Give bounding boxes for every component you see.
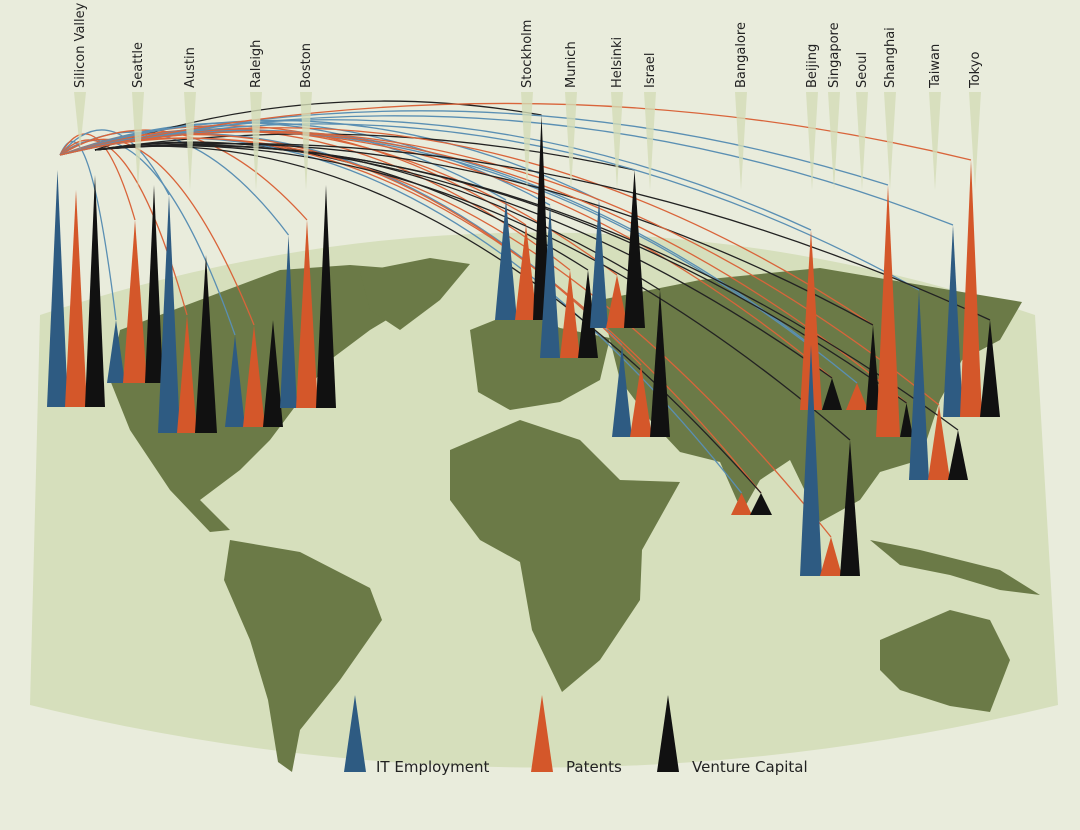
triangle bbox=[650, 290, 670, 437]
city-label: Helsinki bbox=[610, 37, 625, 88]
legend-label: Patents bbox=[566, 758, 622, 776]
city-label: Shanghai bbox=[883, 27, 898, 88]
connection-arc bbox=[59, 129, 170, 196]
triangle bbox=[243, 325, 265, 427]
triangle bbox=[928, 405, 950, 480]
triangle bbox=[606, 275, 628, 328]
city-label: Beijing bbox=[805, 44, 820, 88]
triangle bbox=[731, 493, 752, 515]
triangle bbox=[876, 185, 900, 437]
triangle bbox=[540, 205, 560, 358]
greenland bbox=[360, 258, 470, 330]
triangle bbox=[590, 200, 608, 328]
triangle bbox=[822, 378, 842, 410]
legend: IT Employment Patents Venture Capital bbox=[344, 695, 808, 776]
city-label: Taiwan bbox=[928, 44, 943, 89]
australia bbox=[880, 610, 1010, 712]
legend-swatch bbox=[657, 695, 679, 772]
city-label: Austin bbox=[183, 47, 198, 88]
legend-label: Venture Capital bbox=[692, 758, 808, 776]
triangle bbox=[980, 320, 1000, 417]
city-labels: Silicon Valley Seattle Austin Raleigh Boston… bbox=[73, 2, 983, 190]
triangle bbox=[225, 335, 245, 427]
triangle bbox=[65, 190, 87, 407]
triangle bbox=[177, 315, 197, 433]
indonesia bbox=[870, 540, 1040, 595]
triangle bbox=[560, 270, 580, 358]
label-spike bbox=[644, 92, 656, 190]
city-label: Bangalore bbox=[734, 22, 749, 88]
triangle bbox=[263, 320, 283, 427]
south-america bbox=[224, 540, 382, 772]
triangle bbox=[866, 325, 880, 410]
city-label: Boston bbox=[299, 43, 314, 88]
triangle bbox=[123, 220, 147, 383]
triangle bbox=[612, 345, 632, 437]
africa bbox=[450, 420, 680, 692]
label-spike bbox=[565, 92, 577, 190]
label-spike bbox=[521, 92, 533, 190]
label-spike bbox=[929, 92, 941, 190]
city-label: Silicon Valley bbox=[73, 2, 88, 88]
label-spike bbox=[735, 92, 747, 190]
city-label: Tokyo bbox=[968, 52, 983, 89]
triangle bbox=[280, 235, 297, 408]
legend-swatch bbox=[531, 695, 553, 772]
label-spike bbox=[184, 92, 196, 190]
triangle bbox=[909, 290, 929, 480]
triangle bbox=[195, 255, 217, 433]
triangle bbox=[840, 440, 860, 576]
city-label: Singapore bbox=[827, 22, 842, 88]
triangle bbox=[846, 383, 868, 410]
city-label: Stockholm bbox=[520, 20, 535, 88]
triangle bbox=[800, 345, 822, 576]
label-spike bbox=[969, 92, 981, 190]
label-spike bbox=[74, 92, 86, 150]
label-spike bbox=[884, 92, 896, 190]
label-spike bbox=[611, 92, 623, 190]
triangle bbox=[515, 225, 537, 320]
triangle bbox=[960, 160, 982, 417]
triangle bbox=[948, 430, 968, 480]
triangle bbox=[533, 115, 550, 320]
label-spike bbox=[132, 92, 144, 190]
triangle bbox=[85, 175, 105, 407]
triangle bbox=[296, 220, 318, 408]
triangle bbox=[316, 185, 336, 408]
triangle bbox=[145, 185, 163, 383]
connection-arc bbox=[59, 137, 832, 538]
city-label: Seoul bbox=[855, 52, 870, 88]
triangle bbox=[158, 195, 180, 433]
connection-arc bbox=[59, 123, 920, 291]
city-label: Munich bbox=[564, 41, 579, 88]
label-spike bbox=[828, 92, 840, 190]
triangle bbox=[943, 225, 963, 417]
triangle bbox=[750, 493, 772, 515]
city-label: Raleigh bbox=[249, 40, 264, 88]
triangle bbox=[47, 170, 68, 407]
connection-arc bbox=[94, 144, 959, 431]
triangle bbox=[630, 365, 652, 437]
legend-swatch bbox=[344, 695, 366, 772]
triangle bbox=[578, 270, 598, 358]
city-label: Seattle bbox=[131, 42, 146, 88]
city-label: Israel bbox=[643, 52, 658, 88]
triangle bbox=[624, 170, 645, 328]
label-spike bbox=[300, 92, 312, 190]
triangle bbox=[900, 403, 913, 437]
triangle bbox=[800, 230, 822, 410]
legend-label: IT Employment bbox=[376, 758, 490, 776]
triangle bbox=[820, 537, 842, 576]
label-spike bbox=[856, 92, 868, 190]
label-spike bbox=[806, 92, 818, 190]
triangle bbox=[495, 200, 517, 320]
connection-arc bbox=[94, 133, 635, 171]
label-spike bbox=[250, 92, 262, 190]
triangle bbox=[107, 320, 125, 383]
city-markers bbox=[47, 115, 1000, 576]
